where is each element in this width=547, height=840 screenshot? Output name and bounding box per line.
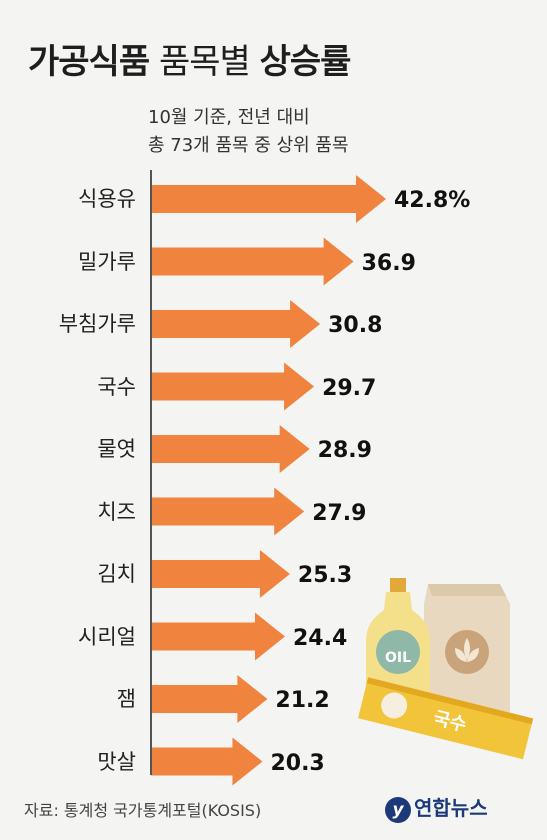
value-label-1: 42.8%	[394, 188, 471, 213]
title-part-2: 품목별	[158, 42, 251, 82]
noodle-pack-icon: 국수	[358, 677, 534, 760]
value-label-8: 24.4	[292, 625, 348, 651]
bar-8	[151, 612, 285, 661]
flour-bag-icon	[424, 584, 510, 720]
value-label-6: 27.9	[312, 500, 367, 526]
bar-1	[151, 175, 386, 223]
bar-7	[151, 550, 290, 598]
category-label-8: 시리얼	[78, 624, 136, 649]
bar-3	[151, 300, 321, 348]
bar-6	[151, 487, 305, 536]
chart-subtitle: 10월 기준, 전년 대비 총 73개 품목 중 상위 품목	[148, 104, 349, 160]
category-label-1: 식용유	[78, 187, 136, 211]
logo-text: 연합뉴스	[414, 796, 488, 820]
oil-label: OIL	[385, 650, 411, 666]
value-label-10: 20.3	[270, 750, 325, 776]
source-note: 자료: 통계청 국가통계포털(KOSIS)	[24, 801, 262, 820]
category-label-9: 잼	[116, 687, 136, 711]
yonhap-logo-icon: y	[385, 796, 411, 823]
category-label-2: 밀가루	[78, 249, 136, 274]
y-axis-line	[150, 170, 152, 775]
value-label-2: 36.9	[361, 250, 416, 276]
bar-2	[151, 237, 354, 286]
value-label-3: 30.8	[328, 313, 383, 338]
bar-5	[151, 425, 310, 473]
value-label-7: 25.3	[297, 563, 353, 588]
bar-10	[151, 737, 263, 786]
chart-title: 가공식품 품목별 상승률	[28, 34, 352, 83]
yonhap-logo: y 연합뉴스	[385, 792, 488, 823]
subtitle-line-2: 총 73개 품목 중 상위 품목	[148, 135, 349, 156]
category-label-10: 맛살	[97, 749, 136, 774]
category-label-3: 부침가루	[58, 312, 136, 336]
value-label-5: 28.9	[317, 438, 372, 463]
value-label-9: 21.2	[275, 688, 330, 713]
category-label-6: 치즈	[97, 499, 136, 524]
food-illustration: OIL 국수	[358, 578, 534, 760]
bar-9	[151, 675, 268, 723]
value-label-4: 29.7	[322, 375, 377, 401]
bar-4	[151, 362, 315, 411]
category-label-7: 김치	[97, 562, 136, 586]
category-label-4: 국수	[97, 374, 136, 399]
title-part-3: 상승률	[259, 42, 352, 82]
title-part-1: 가공식품	[28, 42, 150, 82]
subtitle-line-1: 10월 기준, 전년 대비	[148, 107, 310, 128]
category-label-5: 물엿	[97, 437, 136, 461]
